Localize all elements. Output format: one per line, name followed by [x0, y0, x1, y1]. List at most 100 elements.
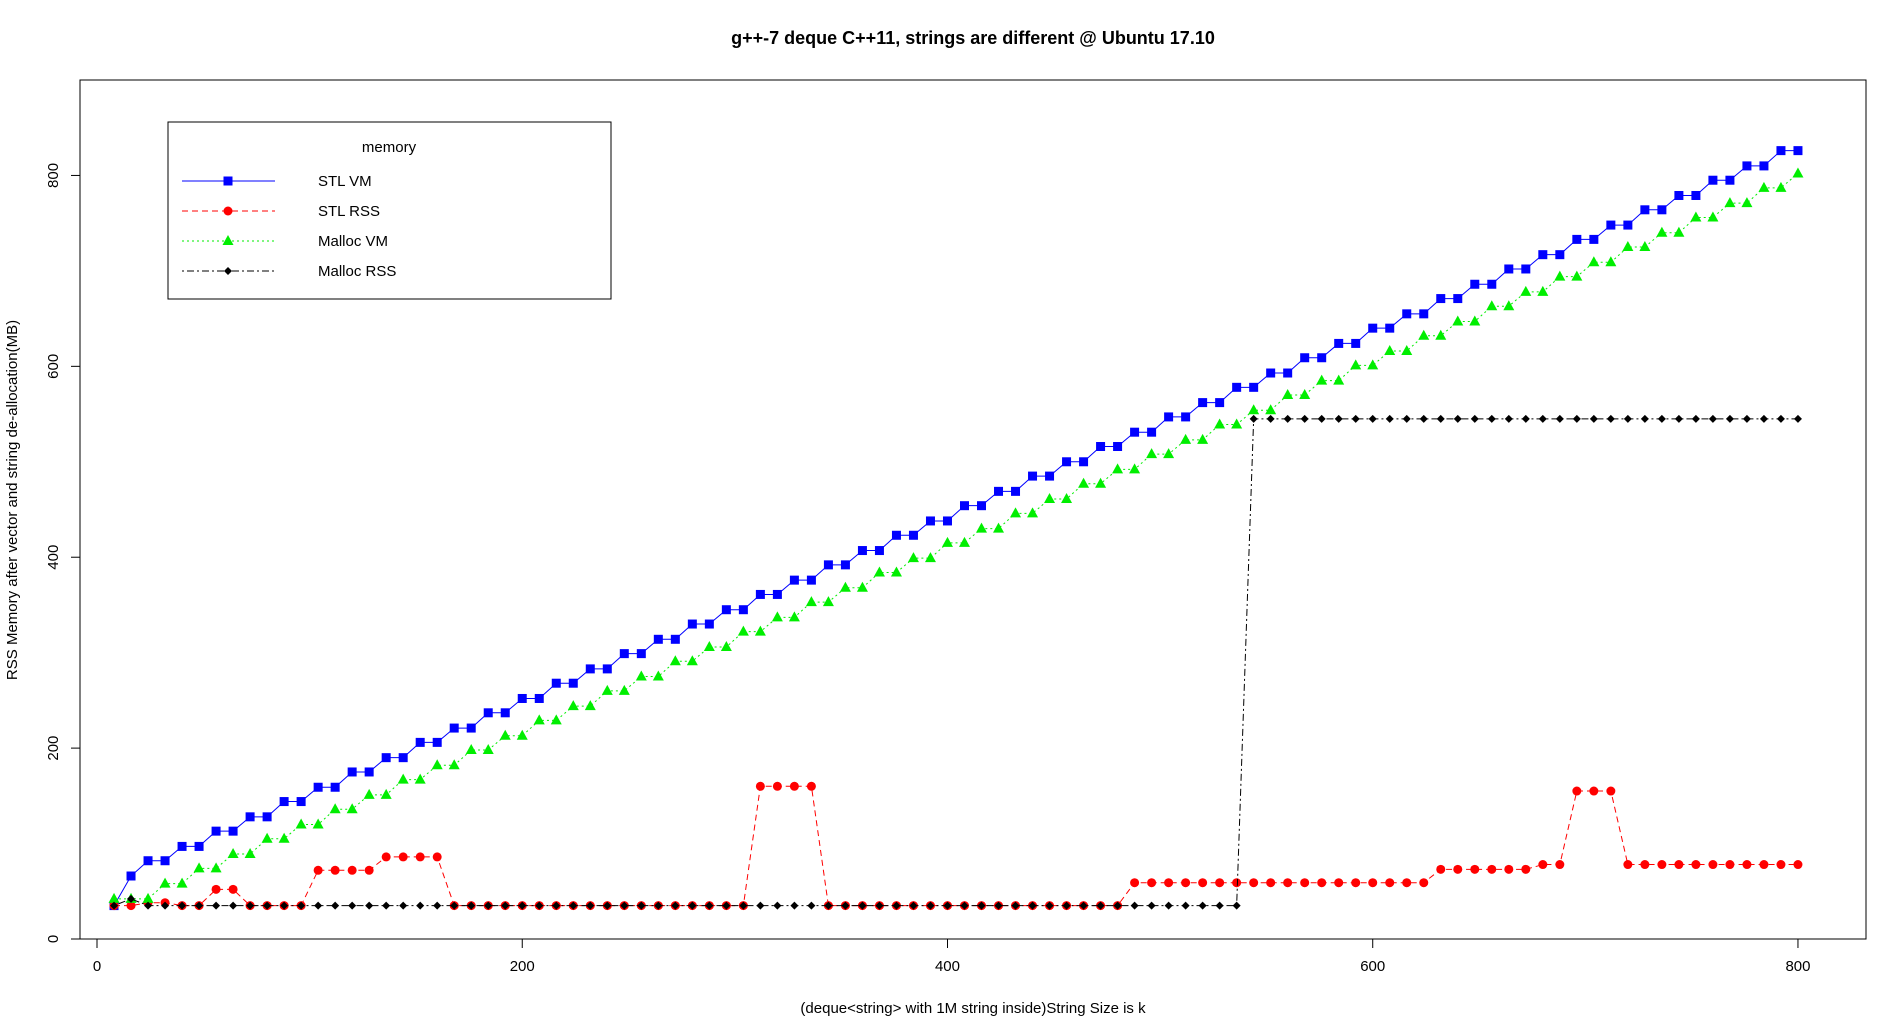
point-malloc-rss: [1130, 901, 1139, 910]
point-malloc-rss: [1504, 414, 1513, 423]
legend-label-malloc-vm: Malloc VM: [318, 233, 388, 250]
point-malloc-vm: [1367, 359, 1379, 370]
point-malloc-rss: [1759, 414, 1768, 423]
point-malloc-rss: [671, 901, 680, 910]
point-stl-vm: [1691, 190, 1701, 200]
point-malloc-vm: [261, 832, 273, 843]
point-malloc-vm: [1384, 345, 1396, 356]
point-stl-vm: [670, 634, 680, 644]
point-malloc-rss: [1589, 414, 1598, 423]
point-stl-vm: [398, 753, 408, 763]
legend-marker-stl-vm: [223, 176, 233, 186]
point-malloc-rss: [348, 901, 357, 910]
point-stl-vm: [500, 708, 510, 718]
point-stl-vm: [738, 605, 748, 615]
point-malloc-vm: [380, 788, 392, 799]
point-malloc-rss: [603, 901, 612, 910]
point-malloc-vm: [431, 759, 443, 770]
point-malloc-rss: [841, 901, 850, 910]
point-malloc-vm: [244, 848, 256, 859]
point-malloc-vm: [193, 862, 205, 873]
point-stl-vm: [432, 737, 442, 747]
point-stl-vm: [1351, 338, 1361, 348]
point-malloc-rss: [1198, 901, 1207, 910]
point-stl-rss: [1555, 860, 1565, 870]
point-stl-vm: [534, 693, 544, 703]
point-malloc-rss: [960, 901, 969, 910]
point-stl-vm: [1776, 146, 1786, 156]
point-malloc-vm: [1639, 241, 1651, 252]
point-malloc-rss: [1691, 414, 1700, 423]
point-malloc-vm: [1197, 433, 1209, 444]
point-malloc-rss: [756, 901, 765, 910]
point-malloc-rss: [1436, 414, 1445, 423]
point-malloc-rss: [1385, 414, 1394, 423]
point-stl-vm: [1317, 353, 1327, 363]
point-malloc-rss: [1640, 414, 1649, 423]
point-stl-rss: [364, 865, 374, 875]
legend-entry-stl-vm: STL VM: [182, 173, 372, 190]
point-malloc-vm: [1588, 256, 1600, 267]
point-stl-vm: [1436, 294, 1446, 304]
point-malloc-rss: [739, 901, 748, 910]
point-malloc-rss: [484, 901, 493, 910]
point-stl-rss: [1232, 878, 1242, 888]
point-stl-rss: [1164, 878, 1174, 888]
point-malloc-rss: [1028, 901, 1037, 910]
point-malloc-rss: [875, 901, 884, 910]
point-malloc-vm: [1299, 388, 1311, 399]
point-stl-vm: [959, 501, 969, 511]
series-line-malloc-rss: [113, 418, 1798, 907]
point-malloc-vm: [227, 848, 239, 859]
point-stl-vm: [1147, 427, 1157, 437]
legend: memory STL VM STL RSS Malloc VM Malloc RSS: [167, 121, 612, 300]
point-stl-rss: [1606, 786, 1616, 796]
point-stl-rss: [1725, 860, 1735, 870]
point-stl-vm: [1572, 234, 1582, 244]
point-malloc-vm: [550, 714, 562, 725]
point-malloc-vm: [890, 566, 902, 577]
point-stl-vm: [636, 649, 646, 659]
point-malloc-vm: [1673, 226, 1685, 237]
point-malloc-vm: [1180, 433, 1192, 444]
point-malloc-vm: [993, 522, 1005, 533]
point-malloc-rss: [1011, 901, 1020, 910]
point-malloc-vm: [976, 522, 988, 533]
point-stl-vm: [1402, 309, 1412, 319]
point-malloc-vm: [1265, 404, 1277, 415]
point-malloc-vm: [414, 773, 426, 784]
point-malloc-rss: [1249, 414, 1258, 423]
point-malloc-vm: [771, 611, 783, 622]
point-stl-rss: [1589, 786, 1599, 796]
point-malloc-rss: [1521, 414, 1530, 423]
point-malloc-vm: [1452, 315, 1464, 326]
point-stl-vm: [1538, 250, 1548, 260]
x-tick-label: 400: [935, 958, 960, 975]
point-malloc-rss: [365, 901, 374, 910]
point-stl-vm: [1674, 190, 1684, 200]
point-malloc-vm: [652, 670, 664, 681]
point-stl-vm: [1606, 220, 1616, 230]
point-malloc-vm: [754, 625, 766, 636]
point-malloc-vm: [448, 759, 460, 770]
point-stl-vm: [925, 516, 935, 526]
point-malloc-vm: [108, 892, 120, 903]
point-malloc-vm: [142, 892, 154, 903]
point-stl-rss: [228, 884, 238, 894]
point-malloc-rss: [1606, 414, 1615, 423]
point-malloc-rss: [1708, 414, 1717, 423]
point-stl-rss: [1742, 860, 1752, 870]
point-stl-vm: [1198, 398, 1208, 408]
point-malloc-vm: [176, 877, 188, 888]
point-stl-vm: [721, 605, 731, 615]
point-stl-vm: [279, 797, 289, 807]
point-malloc-rss: [654, 901, 663, 910]
point-malloc-vm: [567, 700, 579, 711]
point-malloc-vm: [618, 684, 630, 695]
point-stl-rss: [432, 852, 442, 862]
point-stl-rss: [1215, 878, 1225, 888]
point-stl-rss: [1385, 878, 1395, 888]
point-malloc-rss: [1096, 901, 1105, 910]
point-stl-vm: [1113, 442, 1123, 452]
point-stl-rss: [1351, 878, 1361, 888]
